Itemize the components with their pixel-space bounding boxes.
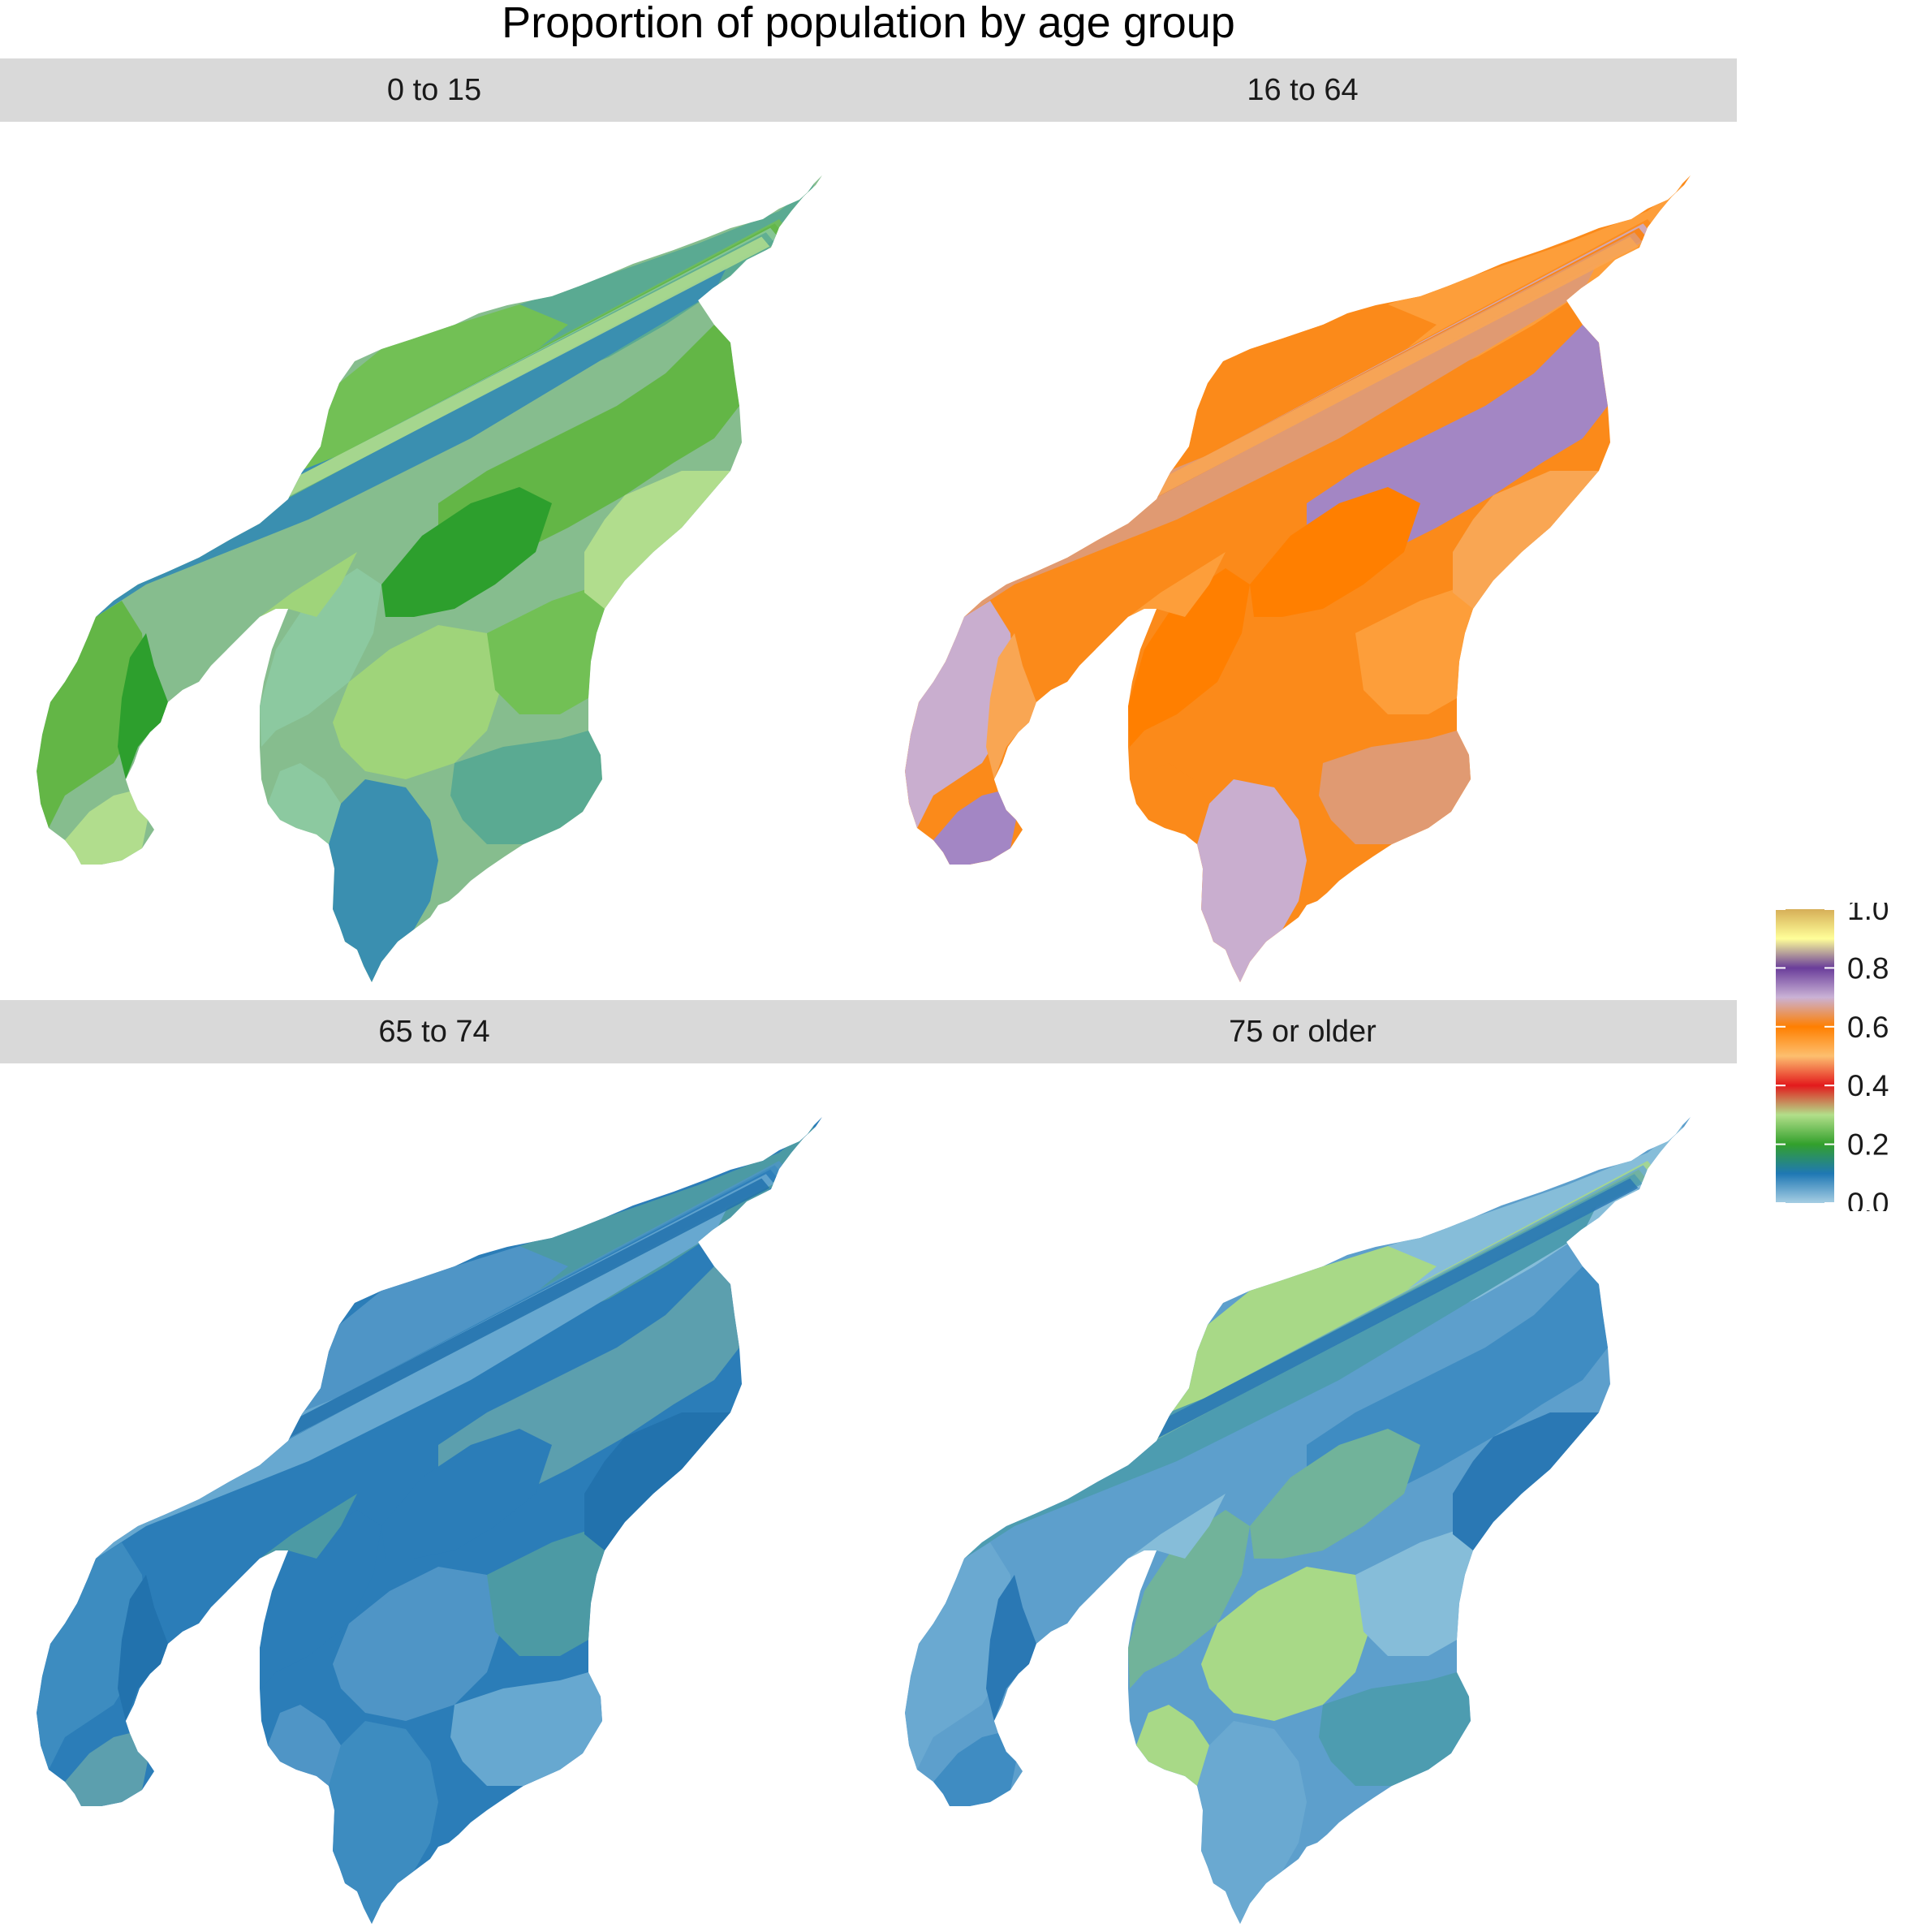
page-title: Proportion of population by age group	[502, 0, 1235, 47]
district-patch	[487, 1526, 605, 1656]
legend-tick-label: 0.6	[1847, 1011, 1889, 1044]
district-patch	[1096, 552, 1226, 649]
district-patch	[118, 633, 168, 779]
district-patch	[37, 1542, 146, 1770]
facet-strip-65-to-74: 65 to 74	[0, 1000, 868, 1063]
district-patch	[1201, 1567, 1372, 1721]
district-patch	[227, 1494, 357, 1591]
water-gap	[994, 682, 1067, 810]
colorbar	[1776, 909, 1834, 1203]
district-patch	[333, 1567, 503, 1721]
district-patch	[1136, 1705, 1209, 1786]
district-patch	[584, 1412, 730, 1550]
district-patch	[1128, 568, 1250, 747]
district-patch	[933, 1733, 1016, 1806]
district-patch	[1128, 1510, 1250, 1688]
district-patch	[333, 625, 503, 779]
district-patch	[227, 552, 357, 649]
facet-strip-75-or-older: 75 or older	[868, 1000, 1737, 1063]
district-patch	[1250, 1429, 1420, 1559]
district-patch	[1136, 763, 1209, 844]
district-patch	[1170, 1238, 1453, 1414]
district-patch	[986, 633, 1036, 779]
district-patch	[1170, 296, 1453, 472]
district-patch	[487, 584, 605, 714]
district-patch	[1201, 625, 1372, 779]
legend-tick-label: 0.0	[1847, 1187, 1889, 1211]
district-patch	[986, 1575, 1036, 1721]
district-patch	[118, 1575, 168, 1721]
water-gap	[1096, 1550, 1157, 1656]
district-patch	[37, 601, 146, 828]
district-band	[1024, 236, 1639, 562]
water-gap	[227, 609, 288, 714]
district-patch	[905, 601, 1015, 828]
district-patch	[381, 1429, 552, 1559]
legend-tick-label: 0.4	[1847, 1069, 1889, 1102]
district-patch	[329, 779, 438, 982]
map-panel-75-or-older	[905, 1117, 1691, 1924]
legend-tick-label: 1.0	[1847, 903, 1889, 926]
facet-label: 0 to 15	[386, 73, 482, 107]
district-patch	[65, 1733, 148, 1806]
district-patch	[260, 1510, 381, 1688]
district-patch	[302, 1238, 584, 1414]
water-gap	[227, 1550, 288, 1656]
district-patch	[1319, 731, 1471, 844]
legend-tick-label: 0.2	[1847, 1128, 1889, 1162]
water-gap	[994, 1624, 1067, 1752]
water-gap	[1096, 609, 1157, 714]
district-band	[156, 236, 770, 562]
facet-strip-16-to-64: 16 to 64	[868, 58, 1737, 122]
district-band	[1024, 1178, 1639, 1503]
district-patch	[1319, 1672, 1471, 1786]
facet-label: 65 to 74	[378, 1015, 490, 1049]
district-patch	[1355, 584, 1473, 714]
district-patch	[1250, 487, 1420, 617]
water-gap	[126, 682, 199, 810]
district-patch	[1197, 1721, 1307, 1924]
water-gap	[126, 1624, 199, 1752]
district-band	[156, 1178, 770, 1503]
district-patch	[1355, 1526, 1473, 1656]
map-panel-65-to-74	[37, 1117, 822, 1924]
district-patch	[381, 487, 552, 617]
facet-strip-0-to-15: 0 to 15	[0, 58, 868, 122]
district-patch	[260, 568, 381, 747]
color-legend: 1.0 0.8 0.6 0.4 0.2 0.0	[1776, 903, 1889, 1211]
district-patch	[1453, 1412, 1599, 1550]
district-patch	[268, 763, 341, 844]
district-patch	[584, 471, 730, 609]
district-patch	[1096, 1494, 1226, 1591]
district-patch	[933, 791, 1016, 865]
map-panel-0-to-15	[37, 175, 822, 982]
district-patch	[1453, 471, 1599, 609]
facet-label: 16 to 64	[1247, 73, 1359, 107]
district-patch	[450, 731, 602, 844]
district-patch	[329, 1721, 438, 1924]
facet-label: 75 or older	[1229, 1015, 1376, 1049]
district-patch	[302, 296, 584, 472]
district-patch	[905, 1542, 1015, 1770]
map-panel-16-to-64	[905, 175, 1691, 982]
legend-tick-label: 0.8	[1847, 951, 1889, 985]
district-patch	[450, 1672, 602, 1786]
district-patch	[1197, 779, 1307, 982]
district-patch	[65, 791, 148, 865]
district-patch	[268, 1705, 341, 1786]
